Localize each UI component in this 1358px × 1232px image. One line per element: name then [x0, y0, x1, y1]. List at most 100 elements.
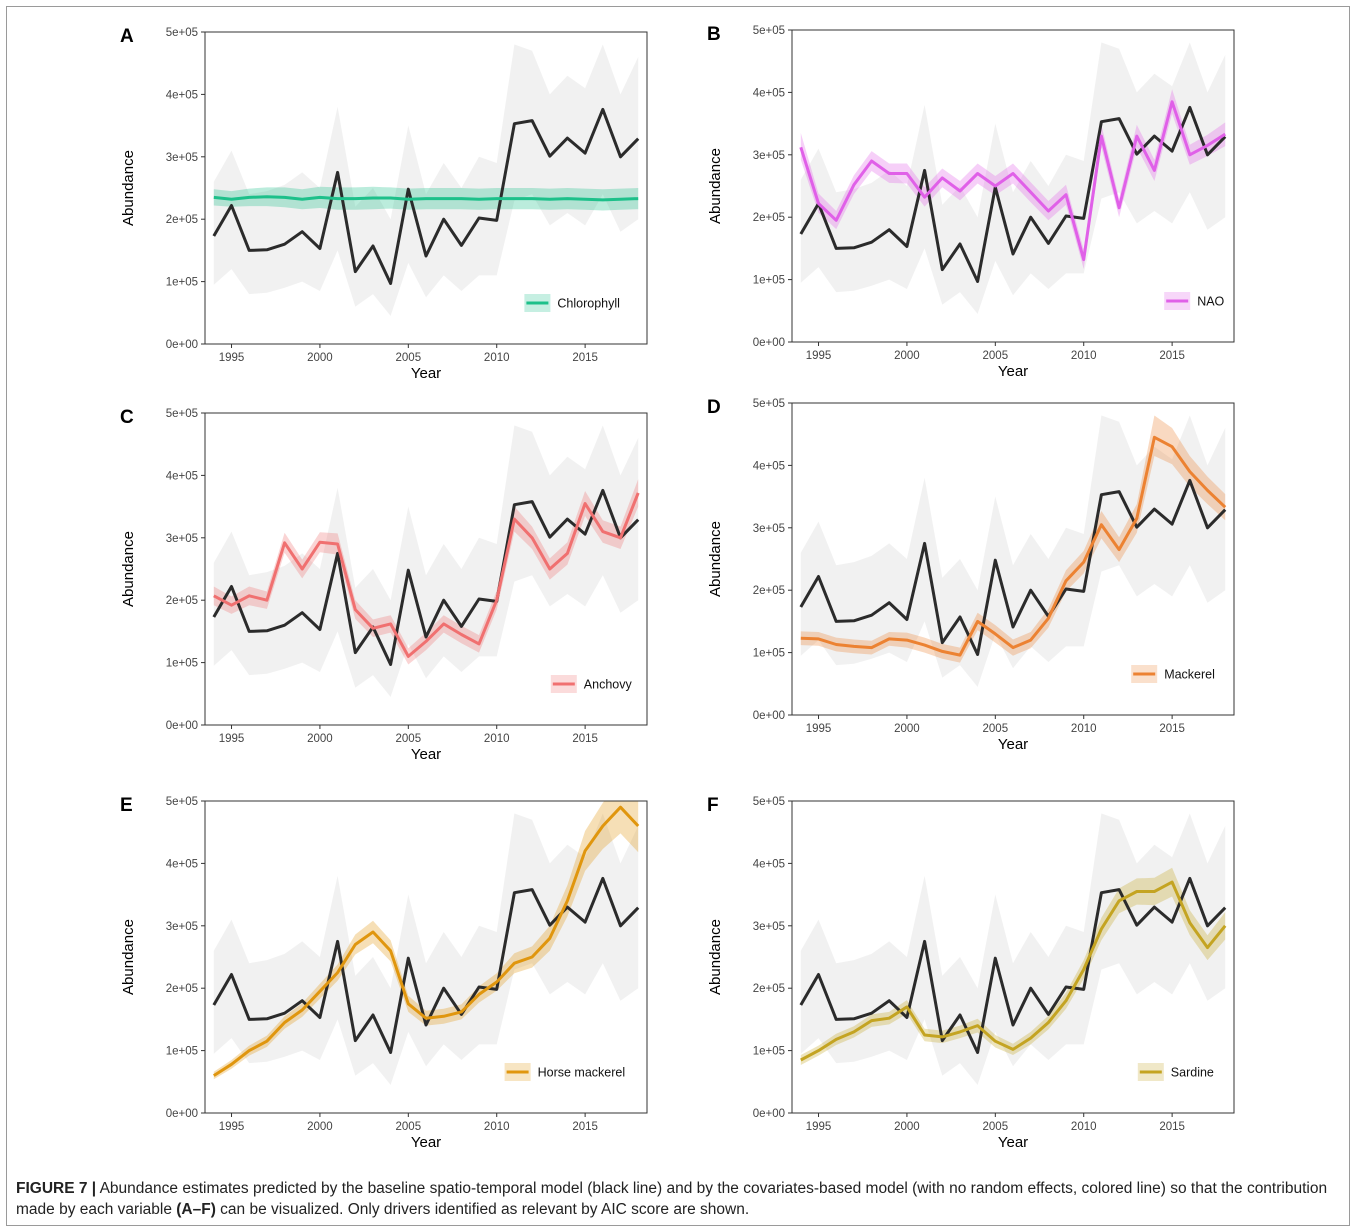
- y-tick-label: 5e+05: [166, 796, 198, 808]
- x-tick-label: 1995: [806, 350, 832, 362]
- panel-f: F 0e+00 1e+05 2e+05 3e+05 4e+05 5e+05 1995 2000 2…: [707, 795, 1235, 1151]
- plot-frame: [204, 800, 648, 1114]
- plot-frame: [204, 31, 648, 345]
- x-tick-label: 2010: [484, 1121, 510, 1133]
- legend-label: Sardine: [1171, 1066, 1214, 1080]
- y-axis-title: Abundance: [120, 531, 137, 607]
- legend-label: NAO: [1197, 295, 1224, 309]
- y-tick-label: 5e+05: [753, 398, 785, 410]
- legend-label: Mackerel: [1164, 668, 1215, 682]
- x-tick-label: 2000: [307, 352, 333, 364]
- series-line: [800, 435, 1227, 657]
- y-tick-label: 4e+05: [753, 87, 785, 99]
- y-tick-label: 4e+05: [166, 470, 198, 482]
- x-tick-label: 2000: [307, 1121, 333, 1133]
- baseline-line: [799, 105, 1227, 283]
- legend-label: Chlorophyll: [557, 297, 620, 311]
- y-tick-label: 0e+00: [753, 710, 785, 722]
- caption-text-a: Abundance estimates predicted by the bas…: [16, 1180, 1328, 1218]
- y-tick-label: 5e+05: [166, 27, 198, 39]
- plot-frame: [204, 412, 648, 726]
- y-tick-label: 4e+05: [753, 460, 785, 472]
- panel-letter: B: [707, 24, 721, 45]
- panel-letter: F: [707, 795, 719, 816]
- x-axis-title: Year: [411, 746, 441, 763]
- legend: Mackerel: [1131, 665, 1215, 683]
- x-tick-label: 2015: [1159, 1121, 1185, 1133]
- y-tick-label: 5e+05: [753, 25, 785, 37]
- series-line: [212, 805, 640, 1077]
- y-tick-label: 5e+05: [166, 408, 198, 420]
- series-line: [799, 100, 1227, 262]
- y-tick-label: 2e+05: [753, 983, 785, 995]
- x-tick-label: 2005: [983, 1121, 1009, 1133]
- y-axis-title: Abundance: [707, 521, 724, 597]
- x-axis-title: Year: [411, 365, 441, 382]
- y-tick-label: 1e+05: [166, 658, 198, 670]
- series-ribbon: [213, 479, 639, 665]
- y-axis-title: Abundance: [120, 150, 137, 226]
- series-line: [213, 492, 640, 658]
- x-tick-label: 1995: [806, 1121, 832, 1133]
- x-tick-label: 2000: [894, 1121, 920, 1133]
- x-tick-label: 1995: [219, 1121, 245, 1133]
- y-tick-label: 3e+05: [753, 523, 785, 535]
- panel-c: C 0e+00 1e+05 2e+05 3e+05 4e+05 5e+05 1995 2000 2…: [120, 407, 648, 763]
- x-tick-label: 2005: [983, 723, 1009, 735]
- x-tick-label: 2005: [396, 352, 422, 364]
- plot-area: [212, 425, 640, 697]
- panel-letter: D: [707, 397, 721, 418]
- x-tick-label: 2015: [1159, 350, 1185, 362]
- legend: NAO: [1164, 292, 1225, 310]
- y-tick-label: 1e+05: [166, 1046, 198, 1058]
- x-axis-title: Year: [998, 1134, 1028, 1151]
- y-tick-label: 2e+05: [753, 585, 785, 597]
- caption-panel-range: (A–F): [176, 1201, 216, 1218]
- x-tick-label: 2000: [307, 733, 333, 745]
- x-tick-label: 2005: [983, 350, 1009, 362]
- y-tick-label: 1e+05: [753, 1046, 785, 1058]
- y-tick-label: 0e+00: [753, 1108, 785, 1120]
- plot-frame: [791, 402, 1235, 716]
- baseline-line: [799, 478, 1227, 656]
- panel-d: D 0e+00 1e+05 2e+05 3e+05 4e+05 5e+05 1995 2000 2…: [707, 397, 1235, 753]
- plot-area: [799, 813, 1227, 1085]
- x-tick-label: 2010: [1071, 350, 1097, 362]
- y-tick-label: 2e+05: [166, 595, 198, 607]
- panel-letter: A: [120, 26, 134, 47]
- baseline-ribbon: [213, 44, 639, 316]
- baseline-ribbon: [213, 813, 639, 1085]
- baseline-line: [212, 876, 640, 1054]
- x-tick-label: 2015: [572, 733, 598, 745]
- caption-text-b: can be visualized. Only drivers identifi…: [215, 1201, 750, 1218]
- x-tick-label: 2005: [396, 1121, 422, 1133]
- series-line: [213, 195, 639, 202]
- y-tick-label: 3e+05: [753, 150, 785, 162]
- legend: Anchovy: [550, 675, 633, 693]
- series-ribbon: [800, 89, 1226, 269]
- chart-canvas: A 0e+00 1e+05 2e+05 3e+05 4e+05 5e+05 1995 2000 2…: [120, 24, 1235, 1151]
- y-tick-label: 0e+00: [166, 720, 198, 732]
- y-axis-title: Abundance: [707, 148, 724, 224]
- y-tick-label: 2e+05: [753, 212, 785, 224]
- x-axis-title: Year: [998, 363, 1028, 380]
- panel-letter: E: [120, 795, 133, 816]
- y-axis-title: Abundance: [120, 919, 137, 995]
- legend-label: Horse mackerel: [538, 1066, 626, 1080]
- legend: Horse mackerel: [504, 1063, 626, 1081]
- plot-area: [212, 801, 640, 1085]
- y-tick-label: 4e+05: [166, 89, 198, 101]
- x-tick-label: 2015: [1159, 723, 1185, 735]
- x-tick-label: 2015: [572, 1121, 598, 1133]
- x-tick-label: 2010: [1071, 1121, 1097, 1133]
- y-tick-label: 1e+05: [753, 275, 785, 287]
- y-tick-label: 0e+00: [166, 339, 198, 351]
- x-tick-label: 1995: [806, 723, 832, 735]
- y-tick-label: 0e+00: [753, 337, 785, 349]
- x-tick-label: 2000: [894, 350, 920, 362]
- y-tick-label: 5e+05: [753, 796, 785, 808]
- figure-frame: [6, 6, 1350, 1226]
- x-tick-label: 2005: [396, 733, 422, 745]
- legend-label: Anchovy: [584, 678, 633, 692]
- y-tick-label: 3e+05: [166, 152, 198, 164]
